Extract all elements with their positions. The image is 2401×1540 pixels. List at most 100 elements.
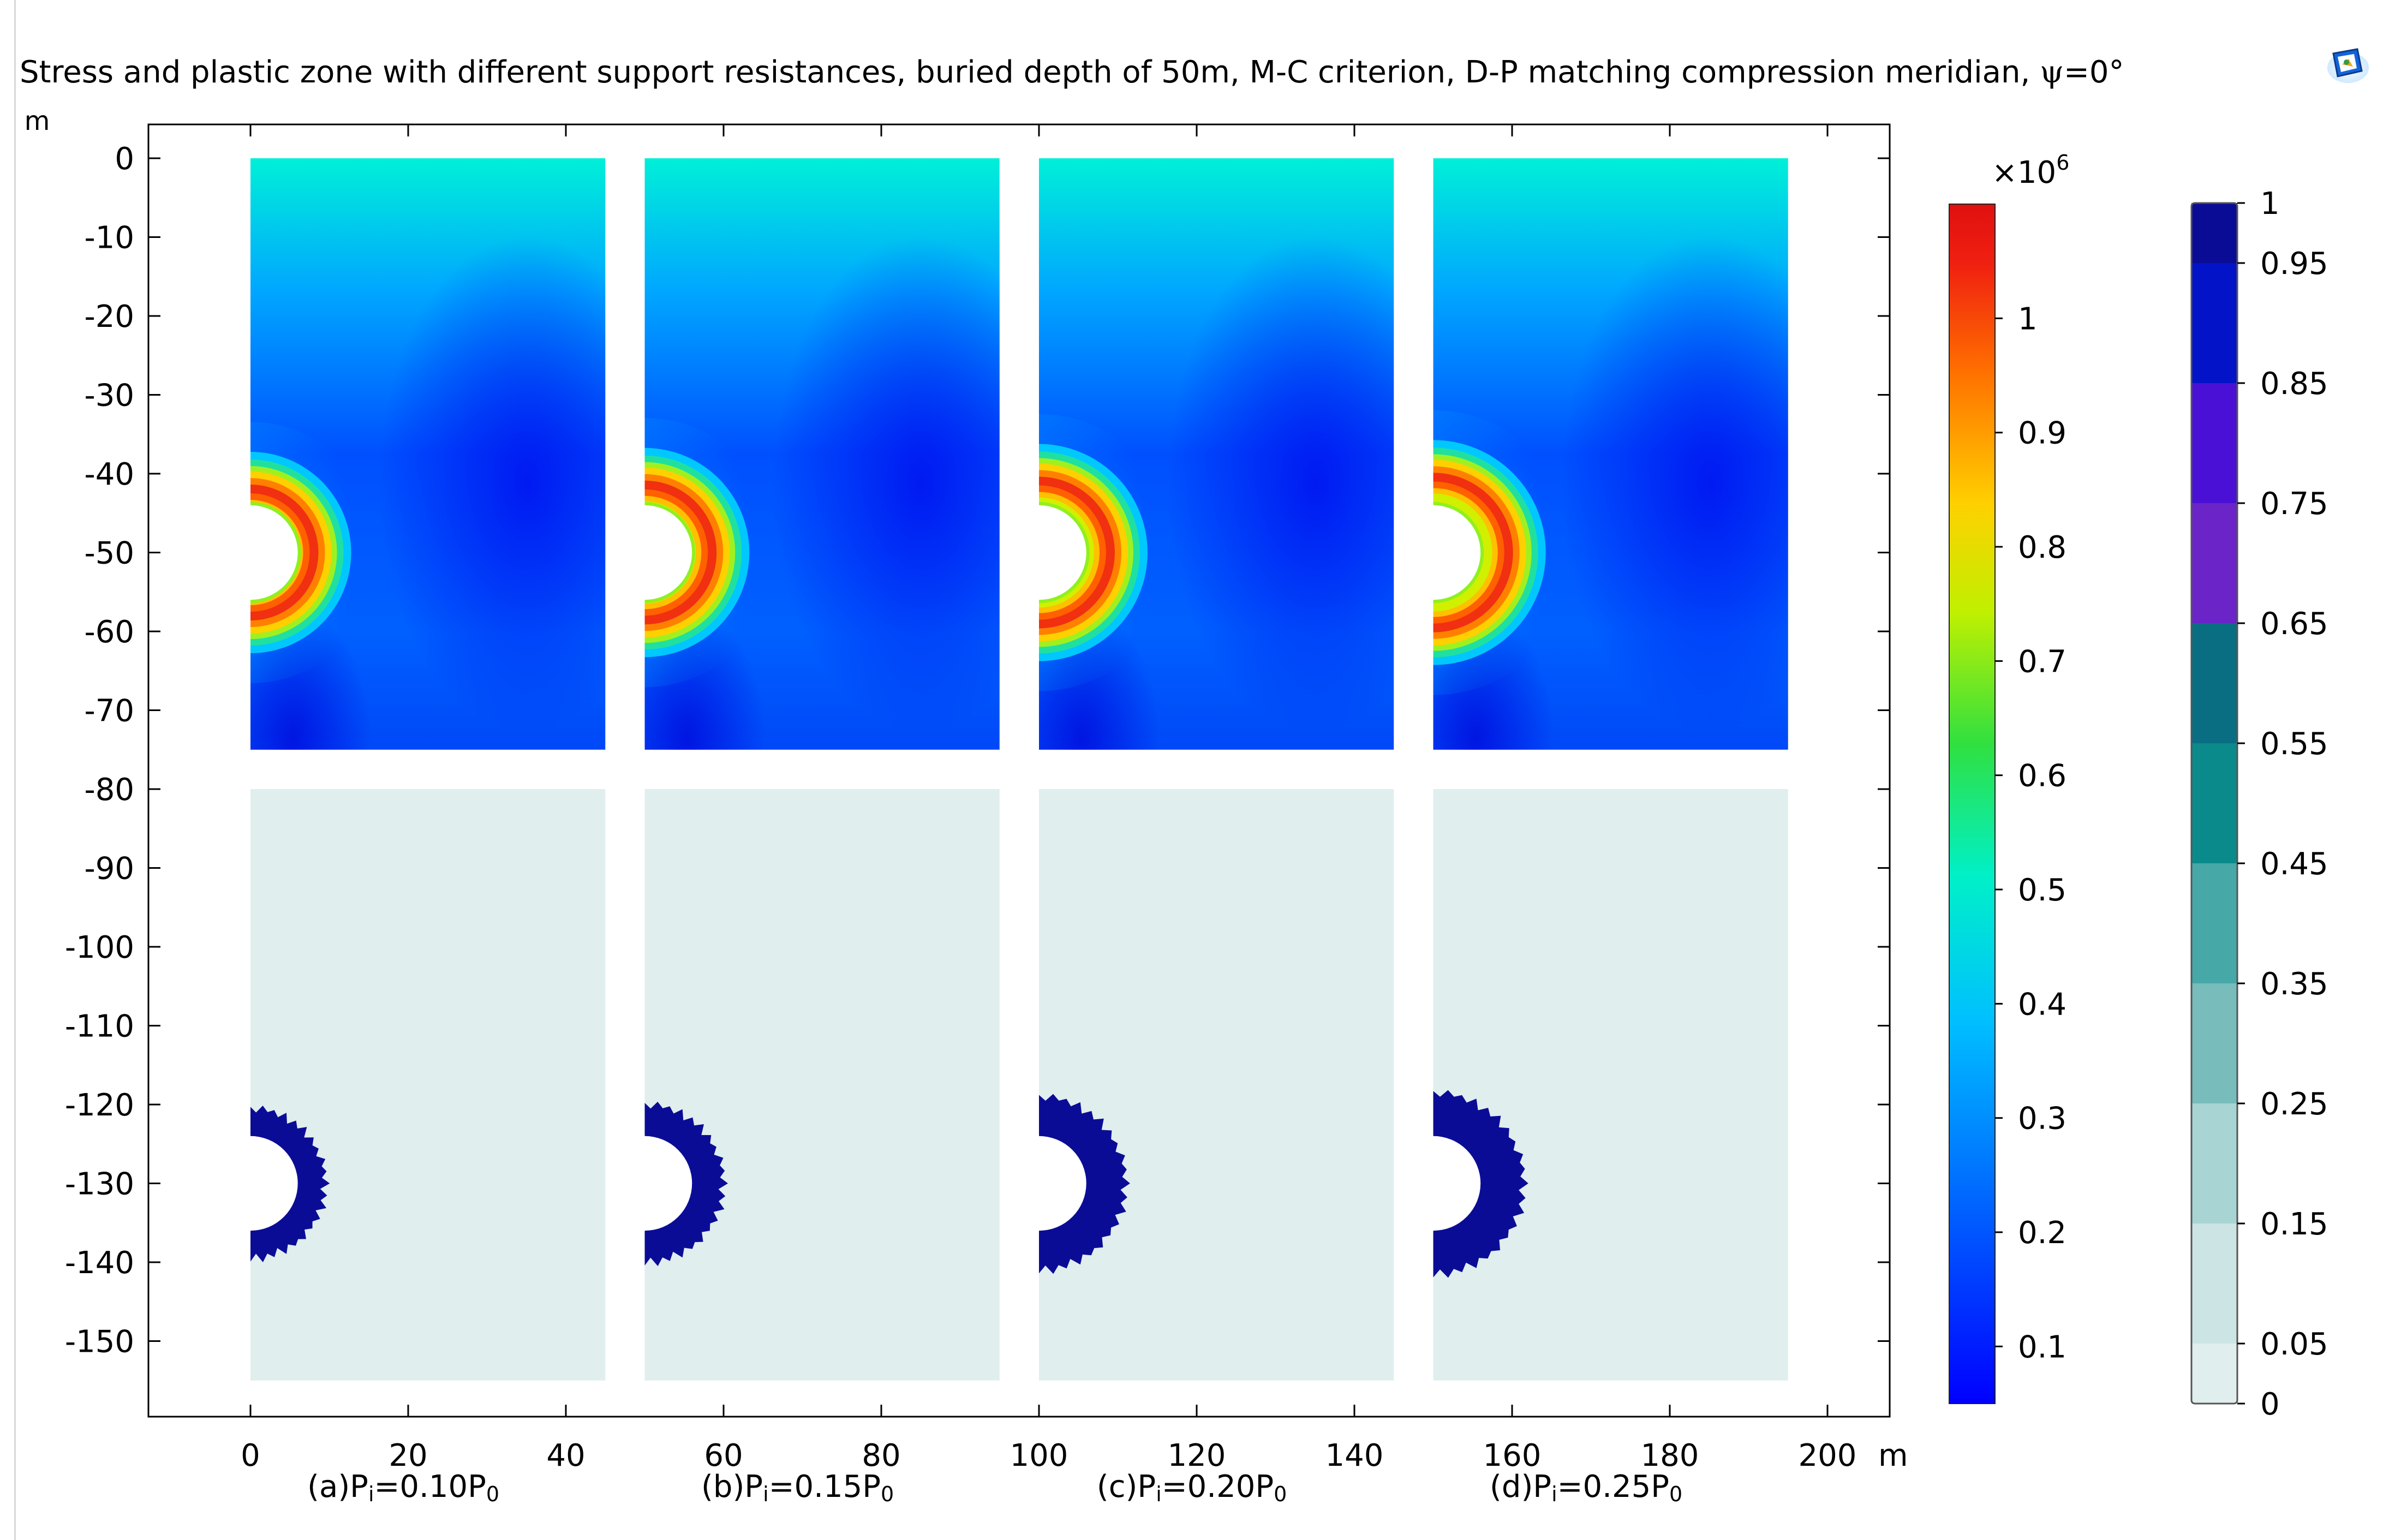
plastic-panel [250, 789, 606, 1381]
y-tick-label: -30 [85, 378, 134, 414]
tunnel-opening [250, 1136, 298, 1231]
plastic-colorbar-label: 0.55 [2260, 726, 2328, 762]
y-tick-label: -50 [85, 536, 134, 571]
plot-title: Stress and plastic zone with different s… [20, 55, 2124, 90]
plastic-colorbar-label: 0.75 [2260, 486, 2328, 522]
plastic-colorbar-label: 0.45 [2260, 846, 2328, 882]
tunnel-opening [1039, 505, 1086, 600]
stress-panel [644, 158, 1000, 750]
tunnel-opening [644, 505, 692, 600]
plastic-colorbar-label: 0.05 [2260, 1327, 2328, 1362]
plastic-zone-group [644, 1101, 728, 1267]
stress-panel [1433, 158, 1788, 750]
y-tick-label: -80 [85, 772, 134, 808]
caption-text: =0.20P [1161, 1469, 1274, 1505]
x-tick-label: 160 [1483, 1438, 1542, 1473]
stress-colorbar-label: 0.2 [2018, 1215, 2066, 1251]
x-tick-label: 60 [704, 1438, 743, 1473]
plot-axes: 0 20 40 60 80 100 120 140 160 180 200 0 -10 -20 -30 -40… [25, 106, 1908, 1473]
plastic-colorbar-band [2191, 203, 2237, 263]
plastic-colorbar-label: 1 [2260, 186, 2280, 222]
elastic-zone [1039, 789, 1394, 1381]
stress-colorbar-label: 0.3 [2018, 1101, 2066, 1137]
x-tick-label: 200 [1799, 1438, 1857, 1473]
stress-colorbar-label: 0.6 [2018, 759, 2066, 794]
plastic-colorbar-band [2191, 743, 2237, 863]
y-tick-label: -150 [65, 1324, 134, 1360]
stress-panel [250, 158, 606, 750]
elastic-zone [644, 789, 1000, 1381]
y-tick-label: 0 [115, 141, 134, 177]
case-caption: (b)Pi=0.15P0 [701, 1469, 894, 1506]
x-tick-label: 40 [546, 1438, 585, 1473]
x-tick-label: 20 [389, 1438, 427, 1473]
caption-text: (a)P [307, 1469, 368, 1505]
stress-colorbar-label: 0.8 [2018, 530, 2066, 565]
tunnel-opening [1433, 505, 1481, 600]
y-tick-label: -120 [65, 1088, 134, 1123]
case-caption: (c)Pi=0.20P0 [1097, 1469, 1287, 1506]
y-tick-label: -60 [85, 614, 134, 650]
x-tick-label: 120 [1168, 1438, 1226, 1473]
y-tick-label: -70 [85, 694, 134, 729]
tunnel-opening [1039, 1136, 1086, 1231]
case-caption: (d)Pi=0.25P0 [1490, 1469, 1682, 1506]
title-psi-value: =0° [2064, 55, 2124, 90]
caption-text: =0.25P [1557, 1469, 1670, 1505]
y-axis-unit: m [25, 106, 50, 136]
plastic-zone-group [250, 1106, 330, 1262]
y-tick-label: -140 [65, 1245, 134, 1281]
plastic-colorbar-band [2191, 623, 2237, 743]
y-tick-label: -110 [65, 1009, 134, 1044]
stress-concentration-rings [644, 417, 780, 688]
title-psi-symbol: ψ [2040, 55, 2064, 90]
y-tick-label: -130 [65, 1167, 134, 1202]
axes-frame [147, 123, 1891, 1418]
case-caption: (a)Pi=0.10P0 [307, 1469, 499, 1506]
y-tick-label: -40 [85, 457, 134, 492]
plastic-colorbar-band [2191, 383, 2237, 503]
plastic-colorbar-band [2191, 1223, 2237, 1344]
caption-subscript: 0 [1274, 1482, 1287, 1506]
y-tick-label: -100 [65, 930, 134, 965]
stress-colorbar-label: 0.5 [2018, 873, 2066, 908]
stress-panel [1039, 158, 1394, 750]
x-tick-label: 80 [862, 1438, 900, 1473]
plastic-colorbar-label: 0.25 [2260, 1087, 2328, 1122]
plastic-zone [1433, 1090, 1528, 1278]
tunnel-opening [1433, 1136, 1481, 1231]
window-left-border [14, 0, 16, 1540]
stress-concentration-rings [1433, 410, 1576, 695]
x-tick-label: 100 [1010, 1438, 1068, 1473]
stress-colorbar-ramp [1949, 204, 1996, 1404]
elastic-zone [250, 789, 606, 1381]
stress-colorbar-label: 0.7 [2018, 644, 2066, 679]
caption-subscript: 0 [1669, 1482, 1683, 1506]
stress-colorbar-label: 0.9 [2018, 416, 2066, 451]
plastic-colorbar-band [2191, 503, 2237, 623]
plastic-colorbar-band [2191, 1103, 2237, 1223]
model-window-icon[interactable] [2326, 46, 2370, 85]
plastic-colorbar-label: 0.65 [2260, 606, 2328, 642]
stress-colorbar-label: 0.4 [2018, 987, 2066, 1022]
stress-colorbar-label: 1 [2018, 301, 2038, 337]
caption-subscript: 0 [486, 1482, 500, 1506]
stress-multiplier-base: ×10 [1992, 155, 2057, 190]
x-tick-label: 0 [241, 1438, 260, 1473]
caption-text: (b)P [701, 1469, 763, 1505]
caption-text: =0.10P [374, 1469, 486, 1505]
plastic-panel [1433, 789, 1788, 1381]
plastic-colorbar-frame [2190, 202, 2238, 1405]
plastic-panel [1039, 789, 1394, 1381]
caption-text: (d)P [1490, 1469, 1552, 1505]
stress-colorbar-label: 0.1 [2018, 1329, 2066, 1365]
plastic-colorbar-label: 0.85 [2260, 366, 2328, 402]
y-tick-label: -90 [85, 851, 134, 887]
title-text: Stress and plastic zone with different s… [20, 55, 2040, 90]
plastic-colorbar-band [2191, 1344, 2237, 1404]
elastic-zone [1433, 789, 1788, 1381]
plastic-colorbar-band [2191, 263, 2237, 383]
stress-concentration-rings [1039, 414, 1178, 691]
stress-colorbar: 1 0.9 0.8 0.7 0.6 0.5 0.4 0.3 0.2 0.1 [1949, 204, 2066, 1404]
